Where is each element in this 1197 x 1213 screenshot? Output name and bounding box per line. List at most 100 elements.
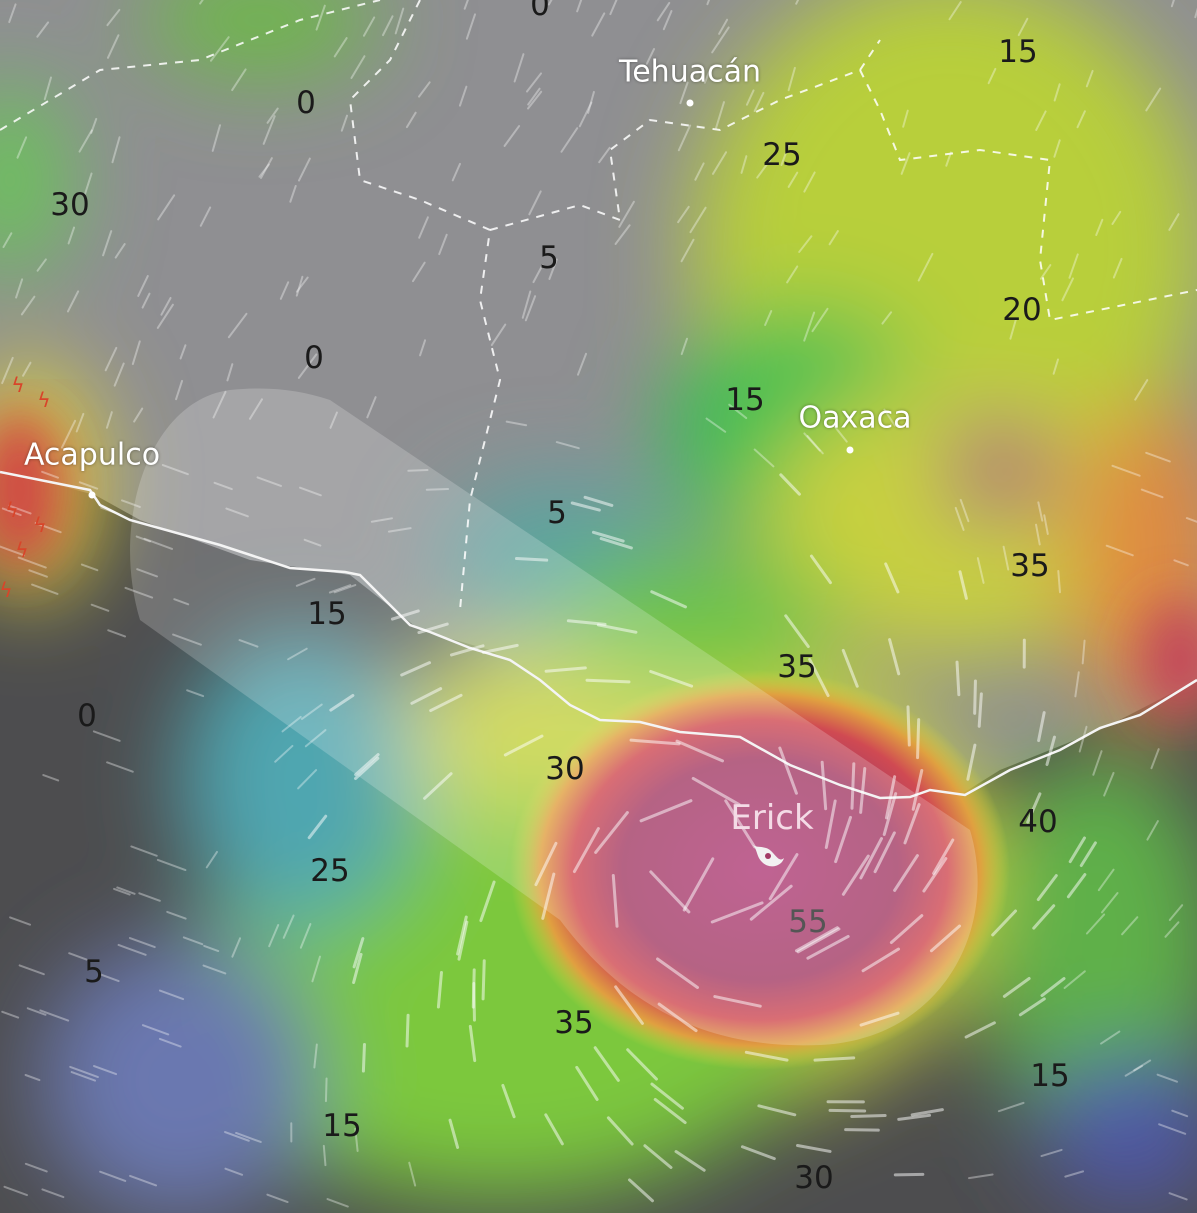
hurricane-icon[interactable] (748, 840, 788, 870)
wind-streak (679, 81, 689, 105)
wind-streak (1032, 904, 1056, 930)
wind-streak (922, 857, 948, 893)
wind-streak (231, 937, 242, 958)
wind-streak (1036, 874, 1058, 902)
wind-streak (1068, 836, 1086, 864)
wind-streak (1066, 873, 1087, 899)
wind-value-label: 5 (84, 954, 104, 990)
wind-streak (910, 1108, 944, 1117)
wind-streak (3, 1185, 28, 1197)
wind-streak (39, 1009, 70, 1022)
wind-streak (911, 768, 924, 811)
city-label-acapulco[interactable]: Acapulco (23, 437, 161, 473)
city-label-tehuacan[interactable]: Tehuacán (619, 54, 761, 90)
wind-streak (34, 522, 62, 534)
wind-streak (1053, 139, 1061, 158)
wind-streak (387, 527, 412, 533)
wind-streak (463, 0, 469, 10)
wind-streak (1002, 976, 1031, 998)
lightning-icon: ϟ (11, 373, 25, 397)
wind-streak (1081, 639, 1086, 665)
wind-streak (329, 411, 338, 429)
wind-streak (67, 226, 76, 245)
wind-streak (1111, 210, 1122, 225)
wind-streak (787, 66, 796, 92)
wind-streak (873, 831, 896, 874)
wind-streak (156, 303, 174, 329)
wind-streak (458, 85, 468, 107)
wind-streak (352, 937, 365, 969)
wind-streak (808, 657, 830, 698)
wind-streak (333, 584, 357, 594)
wind-streak (436, 970, 443, 1009)
wind-streak (528, 190, 542, 216)
wind-streak (786, 265, 799, 284)
wind-streak (599, 537, 633, 550)
wind-value-label: 0 (304, 340, 324, 376)
wind-streak (954, 506, 965, 531)
wind-streak (1039, 264, 1052, 280)
wind-streak (882, 792, 898, 837)
wind-streak (405, 111, 417, 129)
wind-streak (468, 1024, 477, 1063)
wind-streak (547, 0, 553, 6)
wind-streak (1170, 0, 1175, 8)
wind-streak (203, 944, 220, 953)
wind-streak (179, 344, 187, 360)
wind-streak (129, 1174, 158, 1187)
wind-streak (503, 125, 521, 147)
wind-streak (1100, 892, 1119, 914)
wind-streak (764, 310, 773, 327)
wind-streak (329, 693, 355, 712)
wind-streak (479, 880, 496, 923)
wind-streak (350, 55, 366, 80)
wind-streak (548, 258, 558, 280)
wind-streak (703, 66, 713, 84)
wind-streak (352, 952, 363, 984)
wind-streak (36, 258, 47, 272)
wind-streak (893, 854, 919, 892)
wind-streak (209, 36, 230, 62)
wind-streak (226, 363, 234, 382)
wind-streak (959, 498, 970, 523)
wind-streak (629, 738, 681, 746)
wind-streak (778, 746, 798, 795)
wind-streak (259, 157, 273, 179)
city-label-oaxaca[interactable]: Oaxaca (798, 400, 912, 436)
lightning-icon: ϟ (37, 388, 51, 412)
wind-streak (266, 1193, 289, 1204)
wind-streak (653, 1097, 687, 1125)
wind-streak (99, 1170, 127, 1182)
wind-streak (366, 396, 377, 419)
storm-name[interactable]: Erick (730, 798, 814, 838)
wind-streak (583, 495, 614, 507)
wind-streak (1134, 379, 1149, 401)
wind-streak (1079, 841, 1097, 868)
wind-streak (256, 476, 283, 487)
wind-streak (199, 206, 212, 227)
wind-streak (43, 76, 52, 101)
wind-streak (1040, 977, 1066, 998)
coastline (0, 470, 1197, 800)
wind-streak (136, 568, 158, 578)
wind-streak (1035, 523, 1041, 546)
wind-streak (111, 136, 121, 164)
wind-value-label: 35 (1010, 548, 1050, 584)
wind-streak (680, 337, 689, 356)
wind-streak (26, 1007, 47, 1016)
wind-streak (626, 1048, 658, 1081)
wind-streak (113, 887, 131, 896)
wind-streak (362, 16, 376, 37)
wind-value-label: 25 (762, 137, 802, 173)
wind-streak (105, 411, 113, 429)
wind-streak (794, 926, 839, 953)
wind-streak (405, 1013, 410, 1048)
wind-value-label: 20 (1002, 292, 1042, 328)
wind-streak (677, 124, 692, 152)
wind-streak (813, 1056, 856, 1062)
wind-streak (710, 901, 764, 924)
wind-streak (450, 644, 485, 657)
wind-streak (238, 639, 259, 648)
wind-streak (576, 0, 583, 13)
